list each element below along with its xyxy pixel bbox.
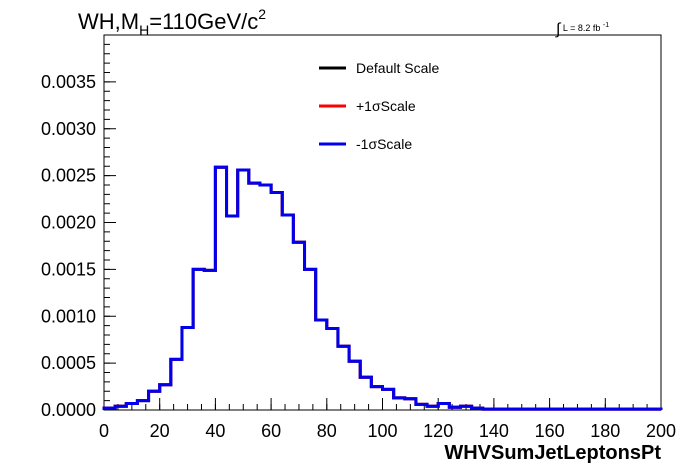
histogram-series-0 — [102, 165, 663, 411]
y-tick-label: 0.0005 — [41, 353, 96, 373]
y-tick-label: 0.0035 — [41, 72, 96, 92]
x-tick-label: 160 — [535, 421, 565, 441]
series-group — [102, 165, 663, 411]
y-tick-label: 0.0010 — [41, 306, 96, 326]
x-tick-label: 140 — [479, 421, 509, 441]
legend-label: +1σScale — [356, 98, 416, 114]
x-tick-label: 40 — [205, 421, 225, 441]
title-text-post: =110GeV/c — [149, 9, 259, 34]
y-tick-label: 0.0015 — [41, 259, 96, 279]
y-tick-label: 0.0030 — [41, 119, 96, 139]
luminosity-label: ∫ L = 8.2 fb -1 — [556, 18, 610, 38]
x-axis-title: WHVSumJetLeptonsPt — [444, 442, 661, 464]
x-tick-label: 20 — [150, 421, 170, 441]
x-tick-label: 180 — [590, 421, 620, 441]
integral-symbol: ∫ — [556, 21, 561, 38]
x-tick-label: 0 — [99, 421, 109, 441]
legend-label: -1σScale — [356, 136, 412, 152]
x-tick-label: 60 — [261, 421, 281, 441]
x-tick-label: 100 — [367, 421, 397, 441]
histogram-series-1 — [102, 165, 663, 411]
title-superscript: 2 — [258, 6, 267, 22]
title-subscript: H — [139, 22, 150, 38]
x-tick-label: 200 — [646, 421, 676, 441]
legend: Default Scale +1σScale -1σScale — [319, 60, 439, 152]
legend-label: Default Scale — [356, 60, 439, 76]
y-tick-label: 0.0025 — [41, 166, 96, 186]
luminosity-exponent: -1 — [602, 22, 610, 29]
plot-frame — [103, 34, 662, 411]
y-tick-label: 0.0000 — [41, 400, 96, 420]
x-tick-label: 80 — [317, 421, 337, 441]
chart-title: WH,MH=110GeV/c2 — [78, 6, 266, 38]
title-text: WH,M — [78, 9, 140, 34]
axis-ticks: 0.0000 0.0005 0.0010 0.0015 0.0020 0.0025 0.00… — [41, 34, 676, 441]
histogram-series-2 — [102, 165, 663, 411]
y-tick-label: 0.0020 — [41, 213, 96, 233]
x-tick-label: 120 — [423, 421, 453, 441]
luminosity-text: L = 8.2 fb — [562, 23, 601, 33]
